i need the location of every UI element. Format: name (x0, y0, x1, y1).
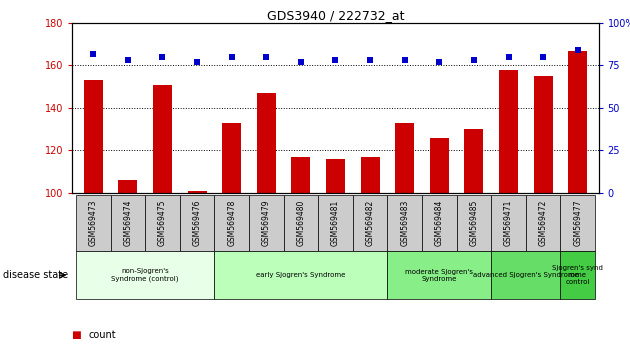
Bar (499, 70, 518, 193)
Bar (284, 195, 318, 251)
Point (434, 59, 444, 65)
Point (261, 54, 272, 60)
Point (192, 59, 202, 65)
Bar (534, 76, 553, 193)
Bar (561, 251, 595, 299)
Text: ■: ■ (72, 330, 86, 339)
Text: GSM569482: GSM569482 (365, 200, 375, 246)
Title: GDS3940 / 222732_at: GDS3940 / 222732_at (266, 9, 404, 22)
Point (573, 47, 583, 53)
Text: GSM569472: GSM569472 (539, 200, 547, 246)
Text: GSM569480: GSM569480 (296, 200, 306, 246)
Point (330, 58, 340, 63)
Bar (76, 195, 110, 251)
Text: count: count (88, 330, 116, 339)
Bar (214, 195, 249, 251)
Bar (457, 195, 491, 251)
Bar (491, 251, 561, 299)
Text: GSM569485: GSM569485 (469, 200, 478, 246)
Point (469, 58, 479, 63)
Bar (464, 129, 483, 193)
Bar (118, 180, 137, 193)
Point (296, 59, 306, 65)
Bar (145, 195, 180, 251)
Text: GSM569471: GSM569471 (504, 200, 513, 246)
Text: GSM569474: GSM569474 (123, 200, 132, 246)
Bar (561, 195, 595, 251)
Point (365, 58, 375, 63)
Bar (249, 195, 284, 251)
Text: GSM569483: GSM569483 (400, 200, 410, 246)
Point (227, 54, 237, 60)
Bar (526, 195, 561, 251)
Bar (568, 51, 587, 193)
Text: GSM569476: GSM569476 (193, 200, 202, 246)
Bar (491, 195, 526, 251)
Bar (360, 157, 380, 193)
Bar (430, 138, 449, 193)
Bar (326, 159, 345, 193)
Bar (214, 251, 387, 299)
Text: GSM569477: GSM569477 (573, 200, 582, 246)
Text: GSM569479: GSM569479 (261, 200, 271, 246)
Bar (422, 195, 457, 251)
Text: GSM569478: GSM569478 (227, 200, 236, 246)
Bar (353, 195, 387, 251)
Bar (395, 123, 414, 193)
Point (538, 54, 548, 60)
Point (503, 54, 513, 60)
Bar (76, 251, 214, 299)
Text: GSM569481: GSM569481 (331, 200, 340, 246)
Bar (291, 157, 311, 193)
Bar (110, 195, 145, 251)
Point (158, 54, 168, 60)
Bar (257, 93, 276, 193)
Text: early Sjogren's Syndrome: early Sjogren's Syndrome (256, 272, 345, 278)
Bar (180, 195, 214, 251)
Point (88, 51, 98, 56)
Text: non-Sjogren's
Syndrome (control): non-Sjogren's Syndrome (control) (112, 268, 179, 282)
Bar (153, 85, 172, 193)
Point (399, 58, 410, 63)
Text: GSM569475: GSM569475 (158, 200, 167, 246)
Bar (222, 123, 241, 193)
Bar (188, 191, 207, 193)
Point (123, 58, 133, 63)
Text: moderate Sjogren's
Syndrome: moderate Sjogren's Syndrome (405, 269, 473, 282)
Text: disease state: disease state (3, 270, 68, 280)
Text: advanced Sjogren's Syndrome: advanced Sjogren's Syndrome (473, 272, 579, 278)
Text: Sjogren's synd
rome
control: Sjogren's synd rome control (553, 265, 603, 285)
Bar (318, 195, 353, 251)
Text: GSM569484: GSM569484 (435, 200, 444, 246)
Bar (387, 195, 422, 251)
Bar (387, 251, 491, 299)
Text: GSM569473: GSM569473 (89, 200, 98, 246)
Bar (84, 80, 103, 193)
